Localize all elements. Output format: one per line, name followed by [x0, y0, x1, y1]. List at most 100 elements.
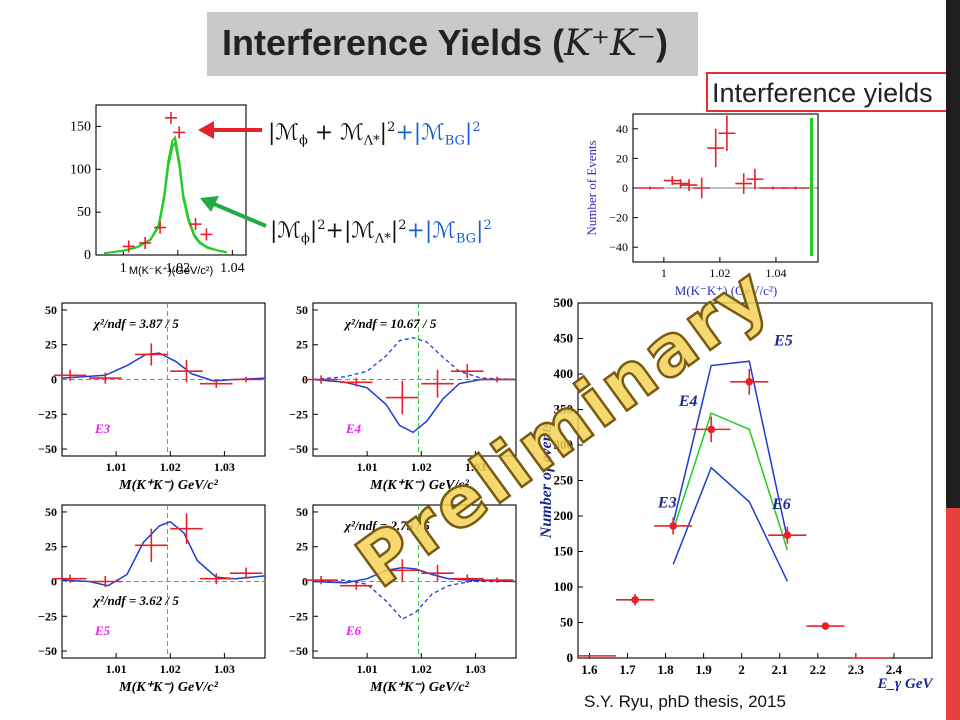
chart-top-right: −40 −20 0 20 40 1 1.02 1.04 M(K⁻K⁺) (GeV/c²) Numb… — [584, 113, 819, 298]
x-tick-label: 1.02 — [411, 662, 432, 676]
x-tick-label: 1.03 — [465, 460, 486, 474]
x-tick-label: 1.02 — [160, 460, 181, 474]
x-axis-label: M(K⁺K⁻) GeV/c² — [118, 680, 218, 695]
data-point — [635, 186, 664, 190]
x-tick-label: 1.01 — [106, 662, 127, 676]
y-tick-label: 100 — [70, 162, 91, 177]
y-tick-label: 100 — [554, 579, 574, 594]
y-tick-label: 350 — [554, 402, 574, 417]
y-tick-label: 0 — [84, 248, 91, 263]
y-tick-label: 400 — [554, 366, 574, 381]
chart-top-left: 0 50 100 150 1 1.02 1.04 M(K⁻K⁺)(GeV/c²) — [70, 104, 247, 277]
x-tick-label: 1.01 — [106, 460, 127, 474]
y-tick-label: −25 — [38, 609, 57, 623]
title-box — [207, 12, 698, 76]
formula-top: |ℳϕ + ℳΛ*|2+|ℳBG|2 — [268, 120, 481, 149]
x-tick-label: 1.03 — [214, 662, 235, 676]
data-point — [421, 564, 454, 582]
y-tick-label: 20 — [616, 151, 628, 165]
x-tick-label: 1.04 — [220, 261, 245, 276]
chi2-label: χ²/ndf = 2.75 / 5 — [343, 518, 430, 533]
chi2-label: χ²/ndf = 10.67 / 5 — [343, 316, 437, 331]
solid-curve — [312, 378, 516, 434]
y-tick-label: 0 — [51, 373, 57, 387]
data-point — [200, 379, 233, 388]
data-point — [806, 622, 845, 630]
model-line-2 — [672, 466, 789, 582]
data-point — [746, 168, 764, 190]
data-point — [730, 369, 769, 395]
data-point — [421, 369, 454, 398]
y-tick-label: 50 — [296, 303, 308, 317]
x-tick-label: 1.03 — [214, 460, 235, 474]
y-tick-label: 450 — [554, 331, 574, 346]
chart-e3: −50 −25 0 25 50 1.01 1.02 1.03 χ²/ndf = 3.87 / 5… — [38, 302, 266, 493]
data-point — [304, 575, 338, 585]
x-tick-label: 2.4 — [886, 662, 903, 677]
green-arrow-shaft — [213, 202, 267, 228]
data-point — [707, 128, 725, 168]
data-point — [654, 517, 693, 535]
panel-label: E4 — [345, 421, 362, 436]
energy-bin-label: E5 — [773, 333, 793, 350]
panel-label: E3 — [94, 421, 111, 436]
y-tick-label: 0 — [302, 575, 308, 589]
y-tick-label: 25 — [296, 338, 308, 352]
y-tick-label: −50 — [38, 442, 57, 456]
dashed-curve — [312, 337, 517, 381]
x-tick-label: 1.8 — [657, 662, 674, 677]
data-point — [135, 343, 168, 366]
data-point — [122, 240, 135, 253]
data-point — [680, 179, 698, 191]
data-point — [768, 526, 807, 544]
energy-bin-label: E4 — [678, 393, 698, 410]
solid-curve — [61, 352, 266, 382]
title-suffix: ) — [655, 22, 668, 63]
panel-label: E5 — [94, 623, 111, 638]
data-point — [53, 574, 87, 583]
solid-curve — [61, 520, 266, 587]
data-point — [170, 513, 203, 544]
slide-title: Interference Yields (K⁺K⁻) — [222, 22, 668, 64]
fit-curve-1 — [104, 139, 228, 255]
x-tick-label: 1.02 — [411, 460, 432, 474]
x-tick-label: 1.02 — [160, 662, 181, 676]
x-tick-label: 1.03 — [465, 662, 486, 676]
data-point-marker — [669, 522, 677, 530]
y-tick-label: 150 — [70, 119, 91, 134]
x-tick-label: 2.1 — [772, 662, 788, 677]
data-point-marker — [783, 531, 792, 539]
x-tick-label: 2.3 — [848, 662, 865, 677]
data-point — [154, 221, 167, 234]
data-point — [189, 218, 202, 231]
data-point — [229, 376, 263, 383]
title-prefix: Interference Yields ( — [222, 22, 565, 63]
y-tick-label: 50 — [296, 505, 308, 519]
y-tick-label: 50 — [45, 303, 57, 317]
y-tick-label: 0 — [567, 650, 574, 665]
y-tick-label: 50 — [560, 615, 573, 630]
data-point — [340, 378, 373, 387]
y-axis-label: Number of events — [538, 422, 555, 539]
data-point — [200, 228, 213, 241]
x-axis-label: E_γ GeV — [877, 676, 935, 692]
plot-frame — [95, 104, 247, 256]
x-tick-label: 2 — [738, 662, 745, 677]
chi2-label: χ²/ndf = 3.87 / 5 — [92, 316, 179, 331]
formula-bottom: |ℳϕ|2+|ℳΛ*|2+|ℳBG|2 — [270, 218, 492, 247]
data-point — [89, 372, 122, 384]
x-tick-label: 1 — [120, 261, 127, 276]
x-axis-label: M(K⁻K⁺) (GeV/c²) — [675, 283, 777, 298]
data-point — [340, 581, 373, 590]
side-accent-red — [946, 508, 960, 720]
y-axis-label: Number of Events — [584, 140, 599, 235]
model-line-0 — [672, 360, 789, 539]
data-point — [693, 177, 711, 199]
data-point — [672, 179, 690, 188]
y-tick-label: −25 — [289, 609, 308, 623]
y-tick-label: −50 — [38, 644, 57, 658]
data-point — [53, 369, 87, 381]
data-point — [173, 126, 186, 139]
